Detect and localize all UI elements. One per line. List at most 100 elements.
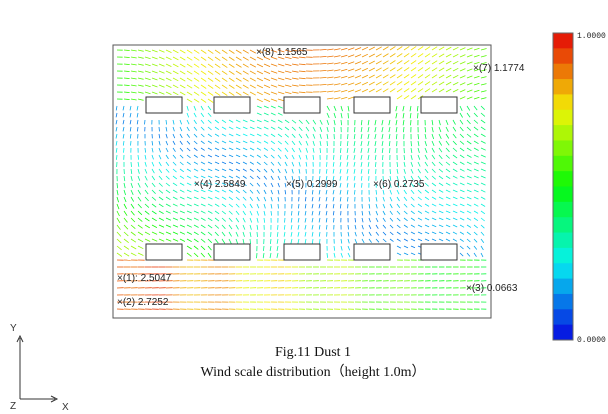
vector	[158, 133, 161, 139]
vector	[473, 154, 479, 158]
vector	[186, 231, 192, 235]
vector	[144, 84, 151, 88]
vector	[193, 245, 199, 250]
vector	[151, 203, 157, 208]
vector	[347, 82, 355, 86]
vector	[389, 203, 393, 209]
vector	[263, 189, 267, 195]
vector	[361, 182, 363, 188]
vector	[270, 147, 275, 152]
vector	[431, 175, 436, 180]
vector	[375, 217, 379, 223]
vector	[165, 70, 172, 74]
vector	[438, 46, 445, 51]
vector	[122, 140, 125, 146]
vector	[116, 238, 122, 244]
vector	[242, 49, 249, 54]
vector	[319, 63, 327, 65]
vector	[347, 96, 355, 100]
vector	[473, 147, 479, 151]
vector	[396, 182, 400, 188]
vector	[277, 112, 283, 116]
vector	[304, 238, 307, 244]
vector	[402, 112, 405, 119]
vector	[165, 147, 169, 153]
vector	[270, 210, 272, 216]
vector	[473, 54, 480, 58]
vector	[381, 119, 384, 126]
vector	[396, 245, 402, 249]
vector	[312, 133, 316, 139]
vector	[459, 203, 465, 207]
vector	[214, 77, 221, 82]
vector	[298, 63, 306, 66]
vector	[193, 168, 199, 172]
vector	[312, 119, 317, 125]
vector	[235, 175, 241, 179]
vector	[368, 74, 375, 79]
vector	[151, 217, 157, 222]
vector	[172, 224, 179, 228]
vector	[466, 89, 473, 93]
vector	[333, 97, 341, 100]
vector	[382, 203, 386, 209]
vector	[200, 63, 207, 68]
vector	[165, 182, 171, 187]
vector	[137, 203, 142, 209]
vector	[333, 112, 336, 119]
vector	[410, 95, 417, 100]
vector	[340, 119, 342, 126]
vector	[122, 105, 125, 111]
vector	[186, 77, 193, 82]
vector	[389, 74, 396, 79]
vector	[151, 189, 156, 194]
vector	[116, 196, 119, 203]
vector	[207, 210, 213, 214]
vector	[200, 77, 207, 82]
vector	[137, 70, 144, 73]
vector	[235, 91, 242, 96]
vector	[417, 168, 421, 174]
vector	[214, 63, 221, 68]
vector	[480, 238, 485, 243]
vector	[298, 49, 306, 52]
vector	[193, 196, 199, 200]
vector	[186, 210, 192, 214]
vector	[179, 210, 185, 214]
vector	[318, 217, 321, 223]
vector	[445, 224, 451, 228]
vector	[347, 231, 350, 237]
vector	[263, 49, 271, 53]
vector	[235, 189, 240, 194]
vector	[151, 224, 158, 228]
vector	[137, 49, 144, 52]
vector	[172, 168, 177, 173]
vector	[375, 231, 380, 236]
vector	[319, 140, 322, 146]
vector	[424, 88, 431, 93]
vector	[276, 231, 279, 237]
vector	[417, 53, 424, 58]
vector	[130, 224, 136, 230]
vector	[172, 147, 176, 152]
vector	[340, 238, 343, 244]
vector	[200, 98, 207, 103]
vector	[347, 68, 355, 72]
vector	[179, 91, 186, 96]
vector	[158, 217, 164, 221]
vector	[389, 147, 391, 154]
vector	[270, 168, 275, 173]
vector	[466, 245, 471, 250]
vector	[123, 210, 128, 216]
vector	[367, 126, 370, 133]
vector	[290, 238, 293, 244]
vector	[151, 231, 158, 235]
vector	[256, 126, 262, 130]
vector	[424, 154, 428, 160]
vector	[284, 91, 292, 94]
vector	[214, 154, 220, 158]
vector	[311, 224, 314, 230]
vector	[333, 252, 336, 258]
vector	[136, 105, 139, 111]
vector	[228, 91, 235, 96]
